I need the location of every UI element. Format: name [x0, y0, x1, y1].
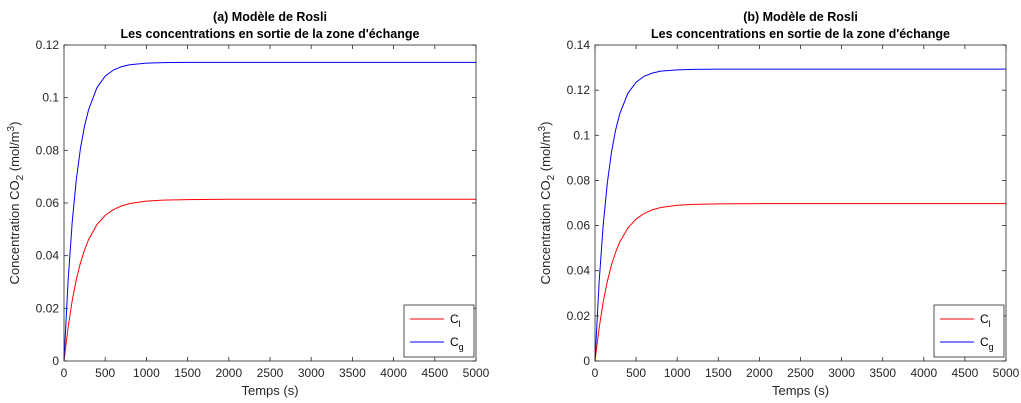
- x-tick-label: 2000: [215, 366, 242, 380]
- y-tick-label: 0.08: [567, 173, 591, 187]
- legend: Cl Cg: [933, 304, 1005, 358]
- y-tick-label: 0.04: [567, 264, 591, 278]
- y-tick-label: 0.08: [36, 143, 60, 157]
- x-tick-label: 3500: [869, 366, 896, 380]
- chart-title: (a) Modèle de Rosli: [213, 10, 327, 24]
- y-tick-label: 0.02: [36, 301, 60, 315]
- y-tick-label: 0.12: [36, 38, 60, 52]
- x-tick-label: 4000: [910, 366, 937, 380]
- y-tick-label: 0.12: [567, 83, 591, 97]
- series-line-Cg: [594, 68, 1006, 362]
- x-axis-label: Temps (s): [772, 383, 829, 398]
- x-tick-label: 1000: [664, 366, 691, 380]
- y-tick-label: 0.1: [573, 128, 590, 142]
- y-tick-label: 0.06: [36, 196, 60, 210]
- x-tick-label: 2500: [257, 366, 284, 380]
- x-tick-label: 2500: [787, 366, 814, 380]
- x-tick-label: 1500: [174, 366, 201, 380]
- x-tick-label: 4500: [421, 366, 448, 380]
- x-tick-label: 4500: [952, 366, 979, 380]
- x-tick-label: 5000: [463, 366, 490, 380]
- x-tick-label: 5000: [993, 366, 1020, 380]
- legend-box: [933, 304, 1005, 358]
- chart-title: (b) Modèle de Rosli: [743, 10, 858, 24]
- series-line-Cl: [594, 203, 1006, 362]
- y-tick-label: 0.14: [567, 38, 591, 52]
- series-line-Cl: [63, 198, 476, 362]
- chart-subtitle: Les concentrations en sortie de la zone …: [121, 27, 420, 41]
- legend-label-Cl: Cl: [980, 312, 991, 329]
- chart-a: (a) Modèle de Rosli Les concentrations en…: [6, 10, 490, 398]
- x-tick-label: 500: [95, 366, 115, 380]
- y-tick-label: 0.06: [567, 219, 591, 233]
- x-tick-label: 3000: [298, 366, 325, 380]
- x-tick-label: 3000: [828, 366, 855, 380]
- y-tick-label: 0.04: [36, 249, 60, 263]
- chart-subtitle: Les concentrations en sortie de la zone …: [651, 27, 950, 41]
- x-tick-label: 3500: [339, 366, 366, 380]
- x-tick-label: 1500: [705, 366, 732, 380]
- y-tick-label: 0: [583, 354, 590, 368]
- legend-label-Cg: Cg: [980, 335, 994, 352]
- x-tick-label: 2000: [746, 366, 773, 380]
- y-axis-label: Concentration CO2 (mol/m3): [537, 122, 557, 285]
- x-axis-label: Temps (s): [241, 383, 298, 398]
- y-tick-label: 0.02: [567, 309, 591, 323]
- y-tick-label: 0: [52, 354, 59, 368]
- x-tick-label: 0: [61, 366, 68, 380]
- legend-box: [403, 304, 475, 358]
- x-tick-label: 500: [626, 366, 646, 380]
- legend-label-Cl: Cl: [450, 312, 461, 329]
- x-tick-label: 1000: [133, 366, 160, 380]
- legend: Cl Cg: [403, 304, 475, 358]
- x-tick-label: 0: [592, 366, 599, 380]
- x-tick-label: 4000: [380, 366, 407, 380]
- y-axis-label: Concentration CO2 (mol/m3): [6, 122, 26, 285]
- legend-label-Cg: Cg: [450, 335, 464, 352]
- y-tick-label: 0.1: [42, 91, 59, 105]
- chart-b: (b) Modèle de Rosli Les concentrations en…: [537, 10, 1020, 398]
- series-line-Cg: [63, 61, 476, 362]
